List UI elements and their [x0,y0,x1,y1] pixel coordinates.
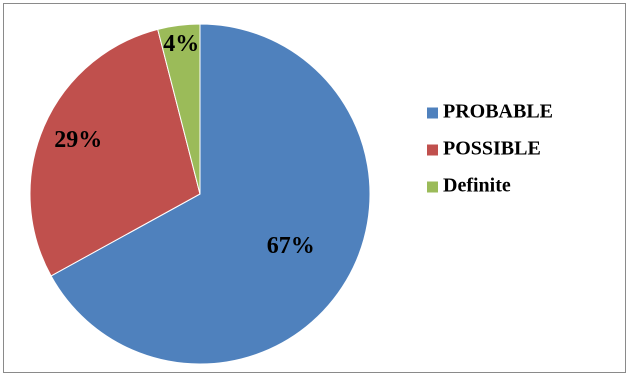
data-label-possible: 29% [54,127,102,153]
legend-swatch-definite [427,181,438,193]
data-label-probable: 67% [267,233,315,259]
data-label-definite: 4% [163,31,199,57]
pie-slice-probable [50,23,371,365]
legend-swatch-possible [427,144,438,156]
pie-slice-definite [157,23,201,195]
legend-swatch-probable [427,107,438,119]
legend-label-possible: POSSIBLE [443,138,541,160]
pie-slices [29,23,371,365]
pie-slice-possible [29,28,201,277]
legend: PROBABLE POSSIBLE Definite [427,101,553,197]
legend-label-probable: PROBABLE [443,101,553,123]
pie-data-labels: 67% 29% 4% [54,31,314,259]
legend-label-definite: Definite [443,175,511,197]
